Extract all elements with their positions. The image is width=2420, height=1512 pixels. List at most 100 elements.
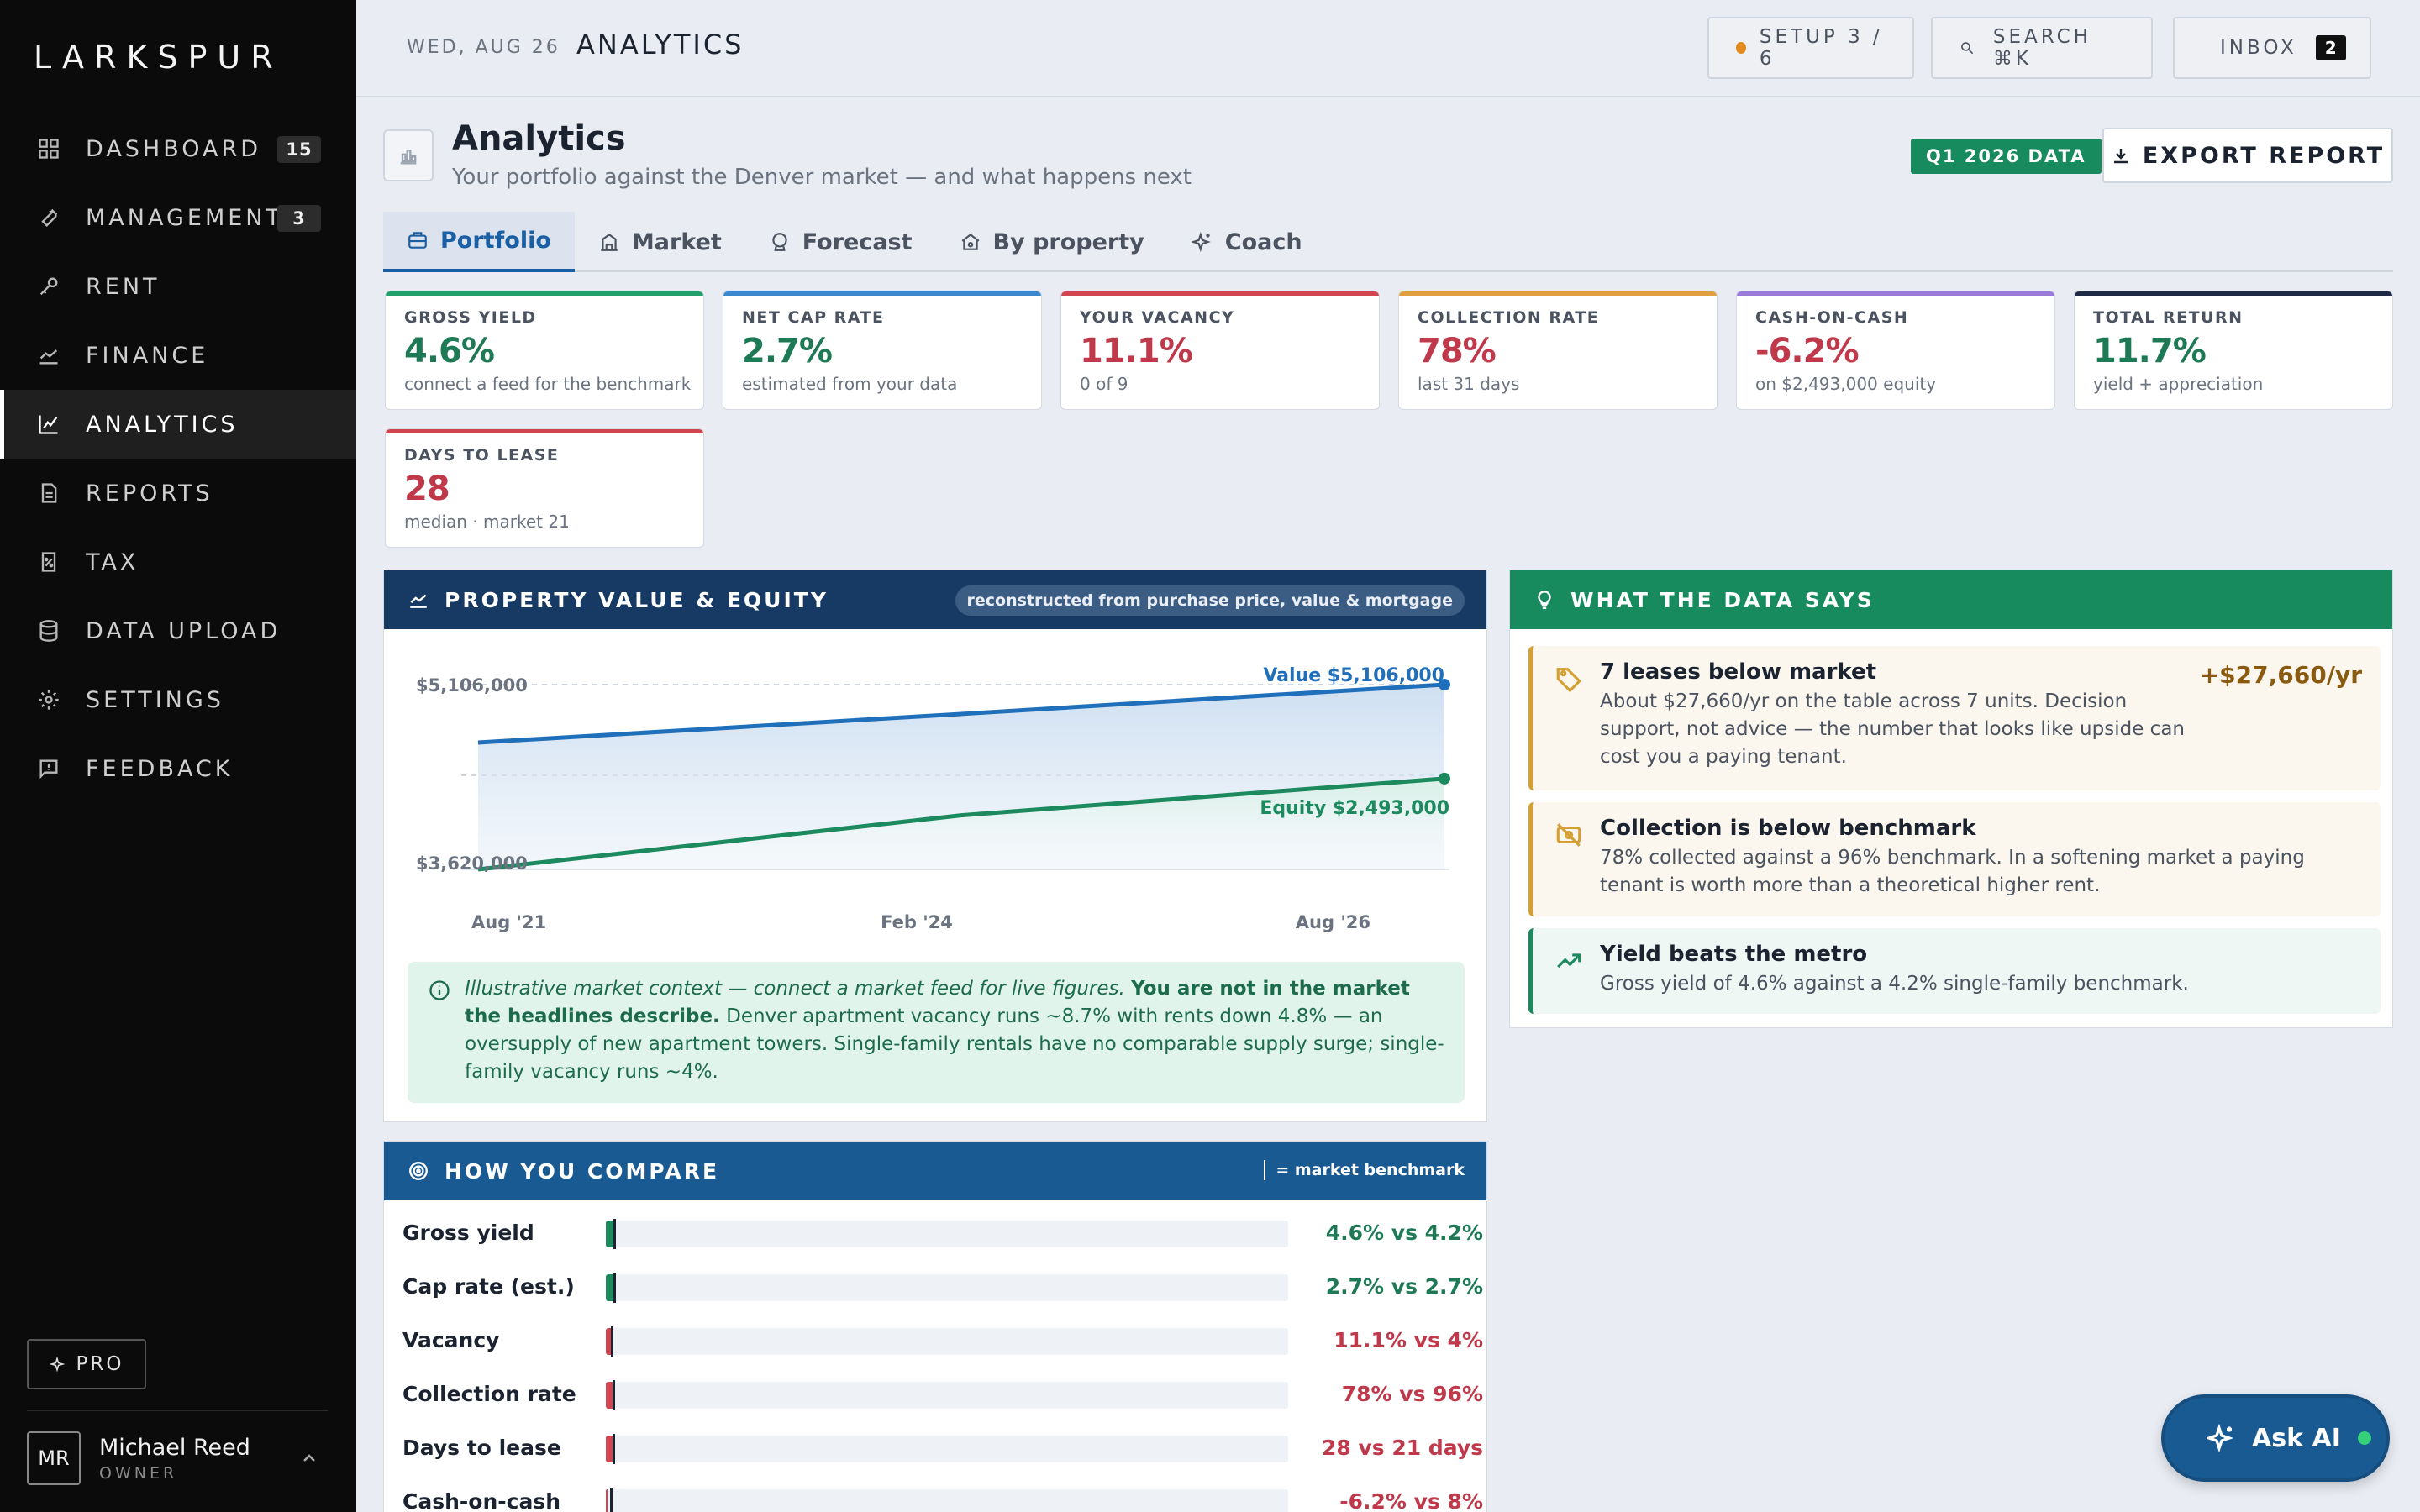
kpi-card[interactable]: COLLECTION RATE 78% last 31 days [1398,291,1718,410]
crystal-ball-icon [772,233,787,251]
data-period-badge: Q1 2026 DATA [1911,139,2102,174]
wrench-icon [37,206,60,229]
kpi-value: 2.7% [742,332,833,370]
pro-button[interactable]: PRO [27,1339,146,1389]
equity-end-point [1439,772,1450,785]
tab-label: Forecast [802,228,913,255]
compare-row: Collection rate 78% vs 96% [402,1378,1483,1412]
sidebar-item-label: DASHBOARD [86,135,262,162]
sidebar-item-label: FINANCE [86,342,209,369]
sidebar-item-settings[interactable]: SETTINGS [0,665,356,734]
export-label: EXPORT REPORT [2142,142,2386,169]
legend-text: = market benchmark [1276,1161,1465,1179]
kpi-card[interactable]: DAYS TO LEASE 28 median · market 21 [385,428,704,548]
export-report-button[interactable]: EXPORT REPORT [2102,128,2393,183]
brand-logo: LARKSPUR [34,39,283,76]
sidebar-item-dashboard[interactable]: DASHBOARD 15 [0,114,356,183]
download-icon [2113,149,2128,164]
kpi-label: GROSS YIELD [404,308,537,327]
percent-doc-icon [37,550,60,574]
sidebar-item-label: RENT [86,273,160,300]
kpi-subtext: on $2,493,000 equity [1755,374,1937,394]
kpi-accent-bar [386,291,703,296]
compare-value: 11.1% vs 4% [1334,1328,1483,1352]
x-tick-label: Feb '24 [881,912,953,932]
key-icon [37,275,60,298]
sidebar-item-label: ANALYTICS [86,411,239,438]
sidebar-item-tax[interactable]: TAX [0,528,356,596]
kpi-card[interactable]: GROSS YIELD 4.6% connect a feed for the be… [385,291,704,410]
note-text: Denver apartment vacancy runs ~8.7% with… [465,1005,1444,1083]
pro-label: PRO [76,1353,124,1375]
benchmark-marker [609,1488,613,1512]
compare-label: Gross yield [402,1221,534,1245]
chevron-up-icon[interactable] [299,1448,319,1468]
user-menu[interactable]: MR Michael Reed OWNER [27,1431,329,1485]
compare-label: Days to lease [402,1436,561,1460]
setup-progress-button[interactable]: SETUP 3 / 6 [1707,17,1914,79]
trend-line-icon [410,594,427,608]
tab-by-property[interactable]: By property [936,212,1168,272]
kpi-subtext: yield + appreciation [2093,374,2264,394]
compare-value: 2.7% vs 2.7% [1325,1274,1483,1299]
compare-row: Gross yield 4.6% vs 4.2% [402,1217,1483,1251]
insight-card[interactable]: Collection is below benchmark 78% collec… [1528,802,2381,916]
kpi-label: TOTAL RETURN [2093,308,2244,327]
kpi-accent-bar [386,429,703,433]
kpi-accent-bar [723,291,1041,296]
price-tag-icon [1555,664,1583,693]
tab-label: Market [631,228,722,255]
topbar: WED, AUG 26 ANALYTICS SETUP 3 / 6 SEARCH… [356,0,2420,97]
sparkle-icon [1191,231,1211,253]
insight-card[interactable]: Yield beats the metro Gross yield of 4.6… [1528,928,2381,1014]
sidebar-item-feedback[interactable]: FEEDBACK [0,734,356,803]
tab-market[interactable]: Market [575,212,745,272]
analytics-tabs: Portfolio Market Forecast By property Co… [383,212,2393,272]
compare-fill [606,1382,614,1409]
sidebar-item-rent[interactable]: RENT [0,252,356,321]
equity-end-label: Equity $2,493,000 [1260,798,1449,819]
tab-coach[interactable]: Coach [1168,212,1326,272]
current-date: WED, AUG 26 [407,37,560,58]
kpi-value: 4.6% [404,332,495,370]
compare-value: -6.2% vs 8% [1339,1489,1483,1512]
trend-up-icon [1555,947,1583,975]
search-button[interactable]: SEARCH ⌘K [1931,17,2153,79]
kpi-card[interactable]: NET CAP RATE 2.7% estimated from your data [723,291,1042,410]
sidebar-item-label: FEEDBACK [86,755,234,782]
target-icon [409,1162,428,1180]
kpi-value: -6.2% [1755,332,1860,370]
sidebar-item-finance[interactable]: FINANCE [0,321,356,390]
compare-track [606,1219,1288,1249]
y-tick-label: $5,106,000 [416,675,528,696]
kpi-subtext: last 31 days [1418,374,1520,394]
sidebar-item-reports[interactable]: REPORTS [0,459,356,528]
insight-card[interactable]: 7 leases below market About $27,660/yr o… [1528,646,2381,790]
tab-portfolio[interactable]: Portfolio [383,212,575,272]
compare-fill [606,1436,614,1462]
compare-label: Cash-on-cash [402,1489,560,1512]
kpi-card[interactable]: TOTAL RETURN 11.7% yield + appreciation [2074,291,2393,410]
sidebar-item-analytics[interactable]: ANALYTICS [0,390,356,459]
briefcase-icon [408,232,427,249]
inbox-button[interactable]: INBOX 2 [2173,17,2371,79]
benchmark-marker [611,1326,614,1357]
sidebar-item-management[interactable]: MANAGEMENT 3 [0,183,356,252]
ask-ai-button[interactable]: Ask AI [2161,1394,2390,1482]
tab-forecast[interactable]: Forecast [745,212,936,272]
compare-label: Collection rate [402,1382,576,1406]
compare-fill [606,1489,608,1512]
lightbulb-icon [1538,591,1551,609]
compare-fill [606,1221,615,1247]
kpi-accent-bar [2075,291,2392,296]
kpi-label: YOUR VACANCY [1080,308,1235,327]
kpi-card[interactable]: CASH-ON-CASH -6.2% on $2,493,000 equity [1736,291,2055,410]
kpi-accent-bar [1399,291,1717,296]
document-icon [37,481,60,505]
sidebar-item-data-upload[interactable]: DATA UPLOAD [0,596,356,665]
gear-icon [37,688,60,711]
benchmark-marker [613,1434,616,1464]
benchmark-tick [1264,1160,1266,1180]
kpi-card[interactable]: YOUR VACANCY 11.1% 0 of 9 [1060,291,1380,410]
compare-label: Vacancy [402,1328,500,1352]
